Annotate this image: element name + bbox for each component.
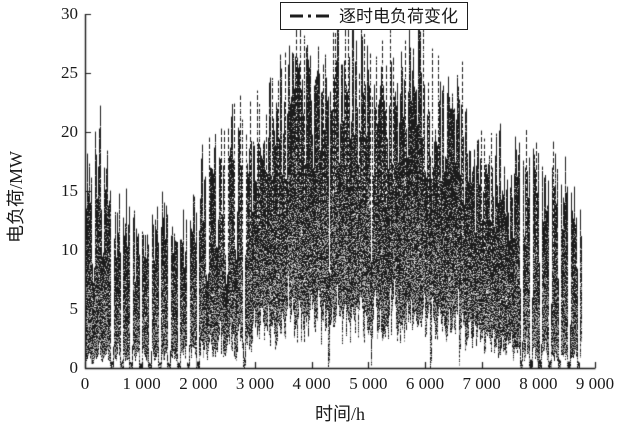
y-tick-label: 20 xyxy=(61,122,78,141)
y-axis-title: 电负荷/MW xyxy=(6,151,26,243)
y-tick-label: 5 xyxy=(69,299,79,318)
legend-label: 逐时电负荷变化 xyxy=(339,6,458,26)
x-tick-label: 8 000 xyxy=(519,374,558,393)
y-tick-label: 30 xyxy=(61,4,78,23)
x-tick-label: 2 000 xyxy=(179,374,218,393)
x-tick-label: 5 000 xyxy=(349,374,388,393)
x-tick-label: 0 xyxy=(80,374,90,393)
x-tick-label: 3 000 xyxy=(235,374,275,393)
y-tick-label: 15 xyxy=(61,181,78,200)
legend-dash-dot-line-icon xyxy=(290,14,332,18)
y-tick-label: 10 xyxy=(61,240,78,259)
x-axis-title: 时间/h xyxy=(314,404,365,424)
y-tick-label: 25 xyxy=(61,63,78,82)
x-tick-label: 4 000 xyxy=(292,374,331,393)
x-tick-label: 6 000 xyxy=(405,374,445,393)
x-tick-label: 9 000 xyxy=(575,374,615,393)
y-tick-label: 0 xyxy=(69,358,79,377)
x-tick-label: 7 000 xyxy=(462,374,501,393)
x-tick-label: 1 000 xyxy=(122,374,161,393)
legend: 逐时电负荷变化 xyxy=(280,2,468,30)
